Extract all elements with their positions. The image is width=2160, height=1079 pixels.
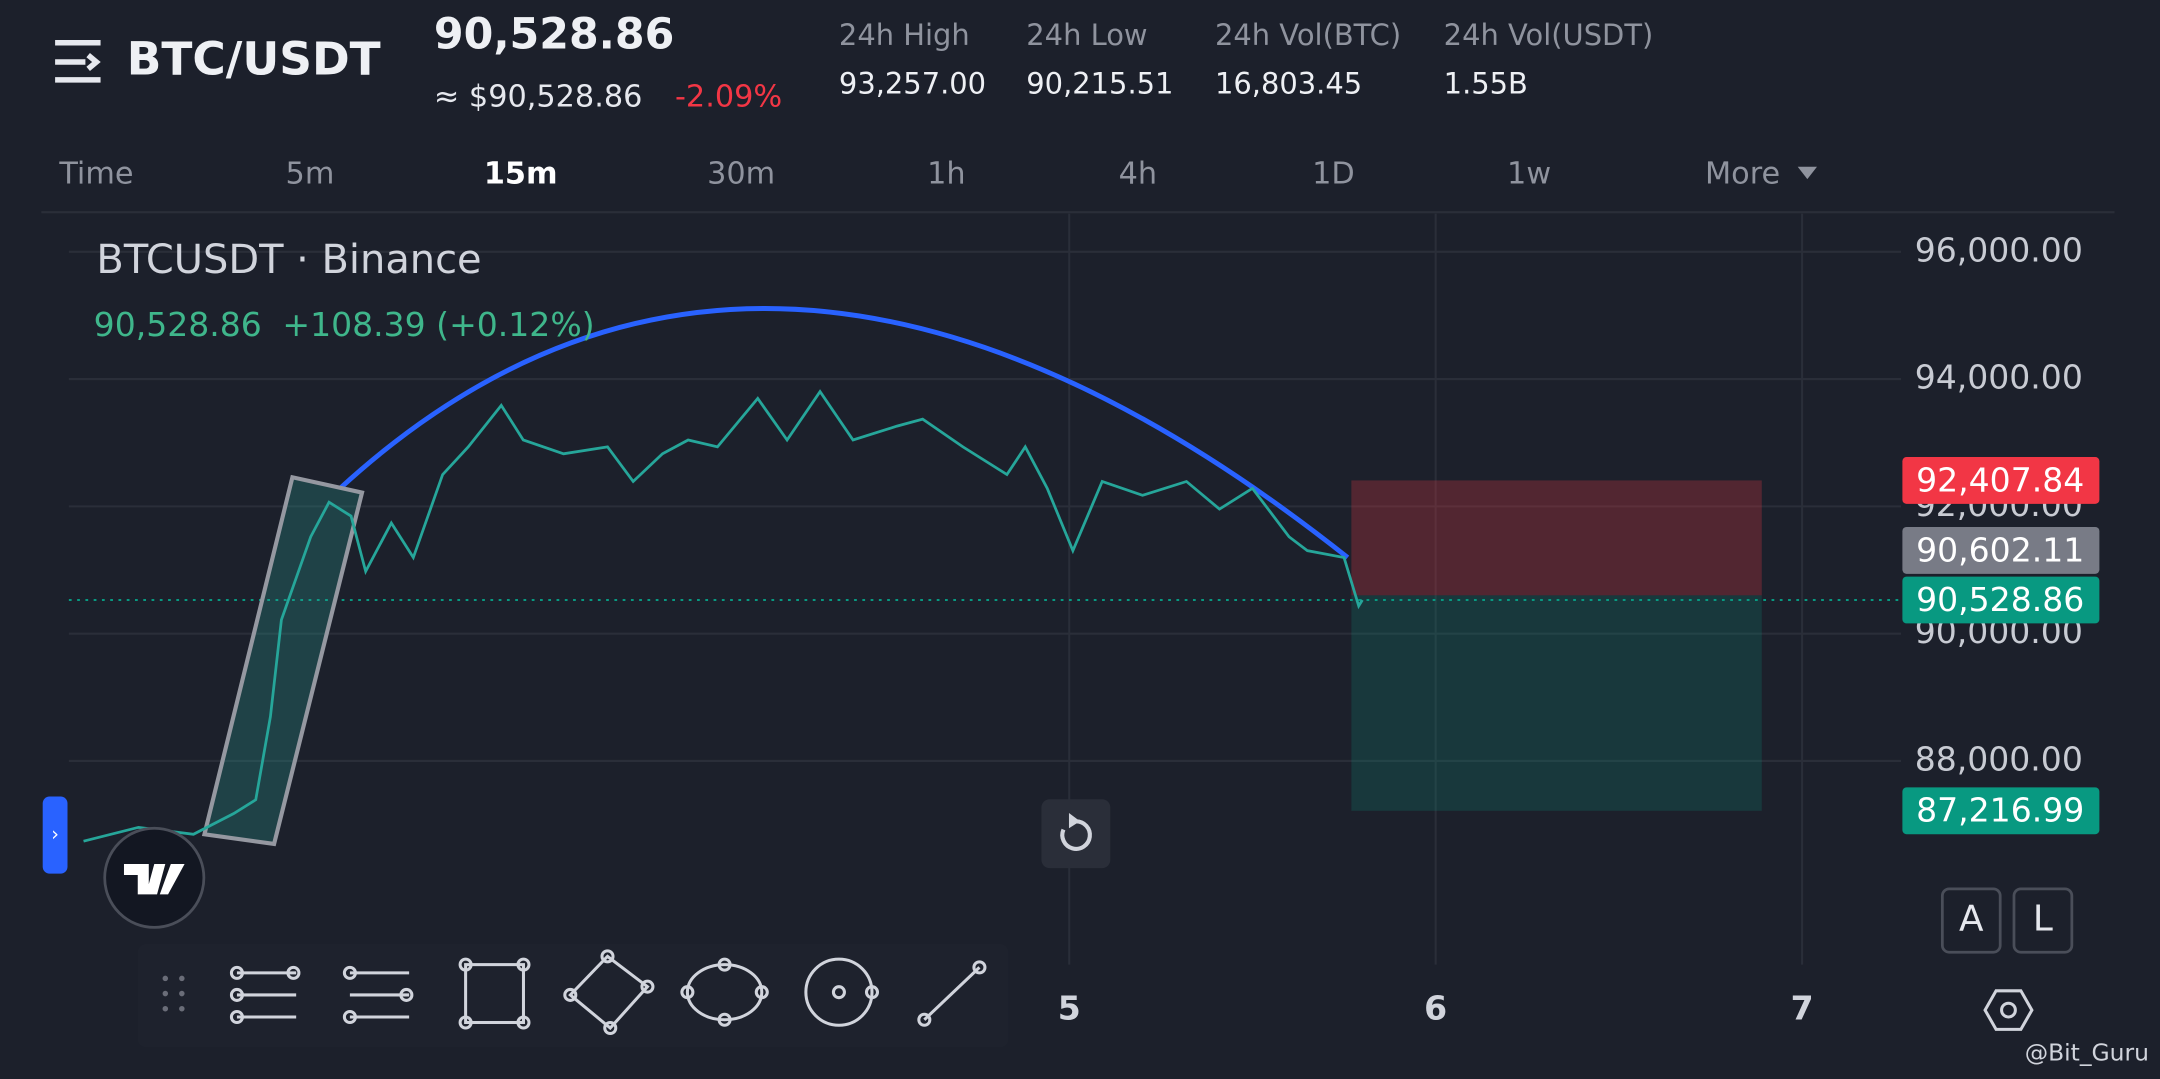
stat-label: 24h Low xyxy=(1026,18,1147,52)
tool-circle[interactable] xyxy=(804,957,880,1027)
stat-value: 1.55B xyxy=(1444,66,1528,100)
side-tab-arrow: › xyxy=(51,823,59,846)
interval-tab[interactable]: Time xyxy=(58,157,133,192)
tool-rotated-rectangle[interactable] xyxy=(563,949,655,1036)
price-badge-label: 90,602.11 xyxy=(1916,530,2084,569)
tool-trend-line[interactable] xyxy=(917,960,987,1027)
stat-value: 93,257.00 xyxy=(839,66,986,100)
price-line xyxy=(83,389,1364,843)
price-badge xyxy=(1902,456,2100,504)
dropdown-arrow xyxy=(1797,166,1817,180)
scale-button[interactable] xyxy=(2012,887,2074,954)
price-badge-label: 90,528.86 xyxy=(1916,580,2084,619)
legend-price: 90,528.86 xyxy=(94,305,262,344)
tool-parallel-channel[interactable] xyxy=(229,965,301,1025)
scale-button-label: L xyxy=(2033,899,2053,940)
tool-rectangle[interactable] xyxy=(458,957,531,1030)
scale-button-label: A xyxy=(1959,899,1984,940)
side-tab[interactable] xyxy=(42,796,68,874)
tool-fib[interactable] xyxy=(342,965,414,1025)
y-tick-label: 94,000.00 xyxy=(1915,358,2083,397)
interval-tab[interactable]: 5m xyxy=(286,157,335,192)
usd-price: ≈ $90,528.86 xyxy=(434,79,642,114)
interval-tab[interactable]: 30m xyxy=(707,157,775,192)
price-badge-label: 87,216.99 xyxy=(1916,791,2084,830)
arc-drawing xyxy=(338,306,1350,560)
interval-tab[interactable]: 1D xyxy=(1312,157,1355,192)
stat-value: 16,803.45 xyxy=(1215,66,1362,100)
chart-title: BTCUSDT · Binance xyxy=(96,237,481,283)
drawing-toolbar xyxy=(137,943,1009,1048)
scale-button[interactable] xyxy=(1940,887,2002,954)
price-badge-label: 92,407.84 xyxy=(1916,460,2084,499)
tv-logo xyxy=(103,826,206,929)
interval-tab[interactable]: 15m xyxy=(484,157,558,192)
menu-icon[interactable] xyxy=(55,39,101,83)
ui: BTC/USDT 90,528.86 ≈ $90,528.86 -2.09% 2… xyxy=(41,10,2149,1067)
x-tick-label: 6 xyxy=(1424,989,1447,1028)
price-badge xyxy=(1902,576,2100,624)
rectangle-drawing xyxy=(201,474,365,847)
x-tick-label: 5 xyxy=(1058,989,1081,1028)
stat-value: 90,215.51 xyxy=(1026,66,1173,100)
stat-label: 24h Vol(BTC) xyxy=(1215,18,1401,52)
interval-tab[interactable]: 4h xyxy=(1119,157,1157,192)
stats: 24h High 93,257.00 24h Low 90,215.51 24h Vol… xyxy=(839,18,1653,100)
interval-tab[interactable]: 1w xyxy=(1507,157,1551,192)
plot: 5 6 788,000.0090,000.0092,000.0094,000.009… xyxy=(68,213,2100,1028)
y-tick-label: 88,000.00 xyxy=(1915,739,2083,778)
interval-tab[interactable]: More xyxy=(1705,157,1780,192)
stat-label: 24h High xyxy=(839,18,970,52)
pair: BTC/USDT xyxy=(127,33,381,86)
settings-icon[interactable] xyxy=(1983,989,2034,1031)
legend-change: +108.39 (+0.12%) xyxy=(282,305,594,344)
watermark: @Bit_Guru xyxy=(2025,1039,2149,1067)
price-badge xyxy=(1902,526,2100,574)
change: -2.09% xyxy=(675,79,782,114)
stat-label: 24h Vol(USDT) xyxy=(1444,18,1654,52)
profit-zone xyxy=(1351,595,1762,811)
price-badge xyxy=(1902,787,2100,835)
reset-button[interactable] xyxy=(1041,799,1111,869)
interval-bar: Time 5m 15m 30m 1h 4h 1D 1w More xyxy=(58,157,1817,192)
tool-ellipse[interactable] xyxy=(680,957,769,1027)
loss-zone xyxy=(1351,480,1762,596)
x-tick-label: 7 xyxy=(1791,989,1814,1028)
y-tick-label: 96,000.00 xyxy=(1915,230,2083,269)
price: 90,528.86 xyxy=(434,10,674,60)
interval-tab[interactable]: 1h xyxy=(927,157,965,192)
